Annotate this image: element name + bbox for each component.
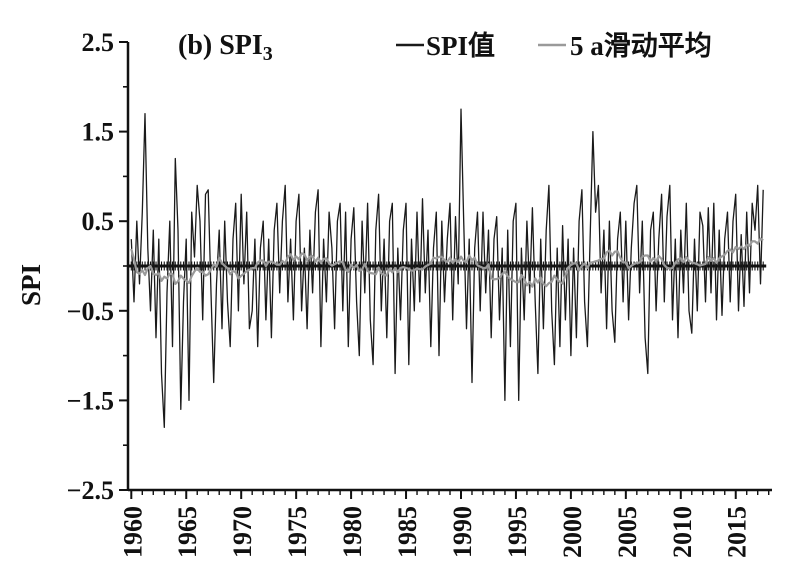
legend: SPI值 5 a滑动平均 <box>396 31 712 61</box>
x-tick-label: 1970 <box>228 506 257 558</box>
x-tick-label: 1965 <box>173 506 202 558</box>
x-tick-label: 1980 <box>338 506 367 558</box>
x-tick-label: 1995 <box>503 506 532 558</box>
x-tick-label: 2010 <box>668 506 697 558</box>
y-tick-label: 1.5 <box>82 118 115 147</box>
series-layer <box>130 108 764 428</box>
panel-title: (b) SPI3 <box>178 30 273 65</box>
y-axis-title: SPI <box>16 264 46 306</box>
y-tick-label: −1.5 <box>67 386 114 415</box>
y-tick-label: −0.5 <box>67 297 114 326</box>
x-tick-label: 1975 <box>283 506 312 558</box>
x-tick-label: 1990 <box>448 506 477 558</box>
moving-average-line <box>130 237 764 288</box>
legend-moving-average-label: 5 a滑动平均 <box>570 31 712 61</box>
legend-spi-label: SPI值 <box>426 31 495 61</box>
x-tick-label: 1960 <box>118 506 147 558</box>
x-tick-label: 2015 <box>723 506 752 558</box>
y-tick-label: 2.5 <box>82 28 115 57</box>
spi-series-line <box>130 108 764 428</box>
x-tick-label: 1985 <box>393 506 422 558</box>
y-tick-label: 0.5 <box>82 207 115 236</box>
x-tick-label: 2000 <box>558 506 587 558</box>
y-tick-label: −2.5 <box>67 476 114 505</box>
x-tick-label: 2005 <box>613 506 642 558</box>
